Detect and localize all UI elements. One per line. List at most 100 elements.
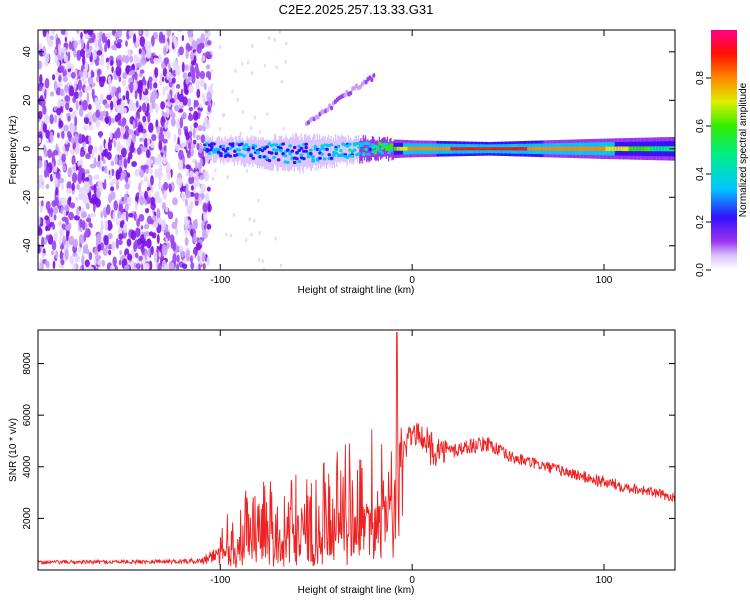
noise-speck — [129, 144, 135, 154]
noise-speck — [103, 211, 107, 219]
band-core — [398, 146, 400, 151]
noise-speck — [89, 180, 93, 186]
noise-speck — [80, 31, 83, 40]
noise-speck — [84, 117, 90, 124]
noise-speck — [162, 67, 168, 77]
noise-speck — [156, 197, 162, 204]
band-core — [651, 146, 654, 152]
noise-speck — [86, 91, 90, 103]
band-core — [505, 147, 508, 151]
noise-speck — [174, 105, 178, 111]
band-core — [313, 145, 318, 149]
noise-speck — [112, 256, 117, 267]
noise-speck — [172, 83, 175, 94]
noise-speck — [145, 238, 152, 249]
noise-speck — [194, 200, 199, 206]
noise-speck — [123, 223, 128, 234]
noise-speck — [64, 248, 69, 260]
band-core — [479, 147, 482, 151]
noise-speck — [71, 172, 78, 184]
band-core — [406, 146, 408, 151]
band-core — [311, 155, 315, 159]
noise-speck — [218, 127, 222, 131]
noise-speck — [128, 129, 134, 136]
noise-speck — [56, 60, 60, 67]
noise-speck — [165, 207, 169, 213]
noise-speck — [148, 231, 154, 237]
band-halo — [263, 140, 265, 170]
noise-speck — [58, 43, 61, 52]
band-core — [548, 147, 551, 151]
noise-speck — [195, 63, 199, 75]
band-core — [272, 155, 276, 160]
noise-speck — [167, 211, 174, 220]
noise-speck — [200, 33, 206, 44]
noise-speck — [139, 36, 145, 47]
noise-speck — [172, 197, 178, 206]
noise-speck — [150, 91, 156, 103]
band-core — [433, 147, 436, 151]
noise-speck — [153, 82, 158, 89]
noise-speck — [74, 184, 78, 190]
band-core — [295, 151, 299, 155]
noise-speck — [125, 90, 130, 101]
noise-speck — [143, 224, 150, 230]
noise-speck — [77, 160, 83, 168]
band-halo — [226, 138, 229, 163]
band-core — [511, 147, 514, 151]
noise-speck — [165, 162, 171, 174]
noise-speck — [146, 41, 152, 50]
harmonic-speck — [372, 73, 376, 78]
band-core — [445, 147, 448, 151]
noise-speck — [88, 266, 94, 270]
band-core — [345, 155, 350, 159]
noise-speck — [91, 193, 97, 205]
band-core — [574, 146, 577, 151]
band-core — [627, 146, 629, 152]
band-core — [633, 146, 635, 152]
noise-speck — [179, 177, 182, 189]
noise-speck — [155, 92, 158, 100]
noise-speck — [109, 181, 114, 187]
band-halo — [269, 140, 271, 171]
band-core — [375, 147, 380, 151]
noise-speck — [180, 250, 186, 258]
noise-speck — [250, 126, 253, 131]
noise-speck — [69, 255, 74, 265]
band-core — [468, 147, 471, 151]
noise-speck — [44, 215, 50, 221]
noise-speck — [156, 125, 162, 135]
band-halo — [264, 139, 267, 169]
noise-speck — [41, 252, 46, 258]
band-core — [458, 147, 460, 151]
noise-speck — [88, 135, 91, 143]
band-core — [608, 146, 611, 151]
noise-speck — [282, 126, 285, 131]
band-core — [432, 147, 434, 151]
band-core — [413, 147, 416, 151]
noise-speck — [43, 217, 46, 229]
noise-speck — [129, 106, 133, 112]
band-core — [581, 146, 583, 151]
noise-speck — [56, 107, 62, 116]
y-tick-label: 6000 — [22, 404, 33, 427]
band-halo — [356, 138, 359, 163]
band-core — [564, 146, 566, 151]
noise-speck — [38, 84, 43, 92]
noise-speck — [121, 147, 127, 158]
band-core — [659, 146, 661, 152]
noise-speck — [202, 263, 206, 270]
noise-speck — [149, 80, 152, 91]
noise-speck — [92, 50, 97, 61]
band-core — [322, 157, 327, 161]
noise-speck — [62, 235, 66, 246]
noise-speck — [89, 163, 96, 169]
noise-speck — [96, 174, 100, 180]
band-halo — [299, 140, 301, 174]
noise-speck — [83, 30, 88, 34]
noise-speck — [127, 50, 132, 57]
noise-speck — [182, 72, 188, 80]
band-core — [279, 146, 283, 150]
noise-speck — [74, 255, 78, 263]
noise-speck — [96, 50, 103, 56]
